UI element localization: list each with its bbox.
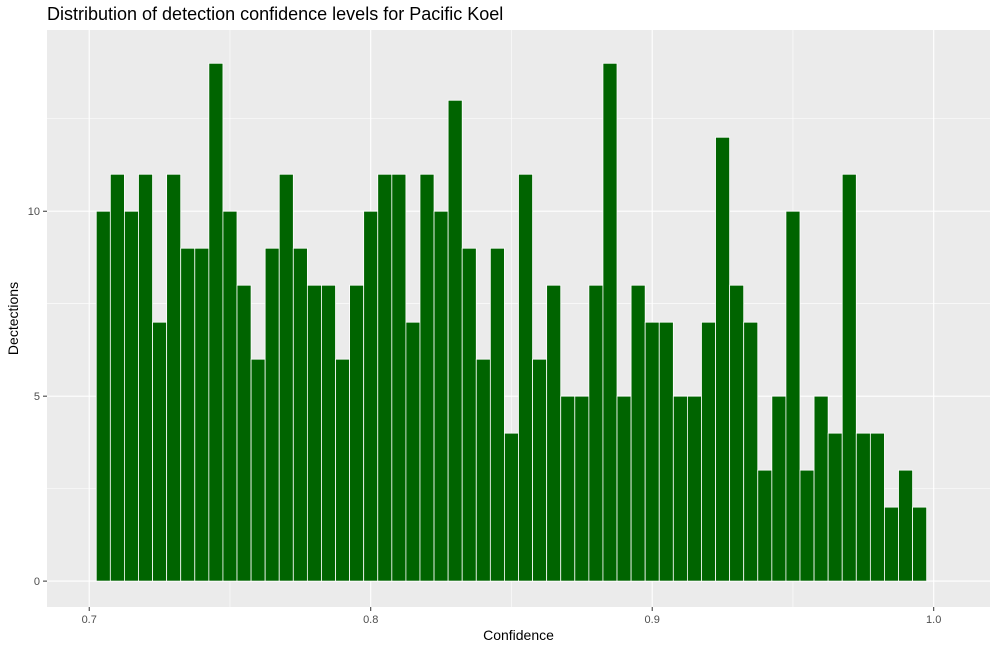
histogram-bar [250, 358, 266, 582]
histogram-bar [729, 284, 745, 582]
histogram-bar [869, 432, 885, 582]
histogram-bar [208, 62, 224, 582]
histogram-bar [475, 358, 491, 582]
histogram-bar [447, 99, 463, 582]
histogram-bar [616, 395, 632, 582]
histogram-bar [363, 210, 379, 582]
histogram-bar [546, 284, 562, 582]
histogram-bar [278, 173, 294, 582]
histogram-bar [785, 210, 801, 582]
histogram-bar [194, 247, 210, 582]
histogram-bar [644, 321, 660, 582]
histogram-bar [715, 136, 731, 582]
histogram-bar [672, 395, 688, 582]
histogram-bar [757, 469, 773, 582]
histogram-bar [292, 247, 308, 582]
histogram-bar [813, 395, 829, 582]
histogram-bar [771, 395, 787, 582]
histogram-bar [391, 173, 407, 582]
histogram-bar [504, 432, 519, 582]
histogram-bar [658, 321, 674, 582]
histogram-bar [489, 247, 505, 582]
histogram-bar [377, 173, 393, 582]
histogram-bar [743, 321, 759, 582]
histogram-bar [321, 284, 336, 582]
histogram-bar [898, 469, 913, 582]
y-tick-label: 0 [34, 576, 40, 588]
histogram-bar [686, 395, 702, 582]
histogram-bar [841, 173, 857, 582]
histogram-bar [124, 210, 139, 582]
x-tick-label: 1.0 [926, 614, 941, 626]
histogram-bar [166, 173, 182, 582]
histogram-bar [306, 284, 322, 582]
histogram-bar [701, 321, 716, 582]
x-tick-label: 0.9 [645, 614, 660, 626]
x-axis-label: Confidence [483, 627, 554, 643]
histogram-bar [236, 284, 252, 582]
histogram-bar [335, 358, 351, 582]
histogram-bar [588, 284, 604, 582]
histogram-bar [95, 210, 111, 582]
histogram-bar [827, 432, 843, 582]
y-tick-label: 10 [28, 206, 40, 218]
chart-title: Distribution of detection confidence lev… [47, 4, 503, 24]
histogram-bar [574, 395, 590, 582]
histogram-bar [532, 358, 548, 582]
histogram-bar [264, 247, 280, 582]
histogram-bar [180, 247, 196, 582]
histogram-bar [518, 173, 533, 582]
histogram-bar [855, 432, 871, 582]
histogram-bar [222, 210, 238, 582]
histogram-bar [405, 321, 421, 582]
histogram-bar [461, 247, 477, 582]
bars [95, 62, 928, 582]
histogram-bar [433, 210, 449, 582]
y-axis-ticks: 0 5 10 [28, 206, 47, 588]
x-tick-label: 0.7 [82, 614, 97, 626]
histogram-bar [884, 506, 899, 582]
histogram-bar [560, 395, 576, 582]
y-axis-label: Dectections [5, 282, 21, 355]
histogram-bar [799, 469, 815, 582]
histogram-bar [630, 284, 646, 582]
histogram-bar [152, 321, 168, 582]
x-axis-ticks: 0.7 0.8 0.9 1.0 [82, 607, 941, 626]
histogram-bar [138, 173, 153, 582]
histogram-bar [419, 173, 435, 582]
histogram-bar [109, 173, 125, 582]
y-tick-label: 5 [34, 391, 40, 403]
histogram-bar [349, 284, 365, 582]
x-tick-label: 0.8 [363, 614, 378, 626]
histogram-bar [912, 506, 928, 582]
histogram-bar [602, 62, 618, 582]
